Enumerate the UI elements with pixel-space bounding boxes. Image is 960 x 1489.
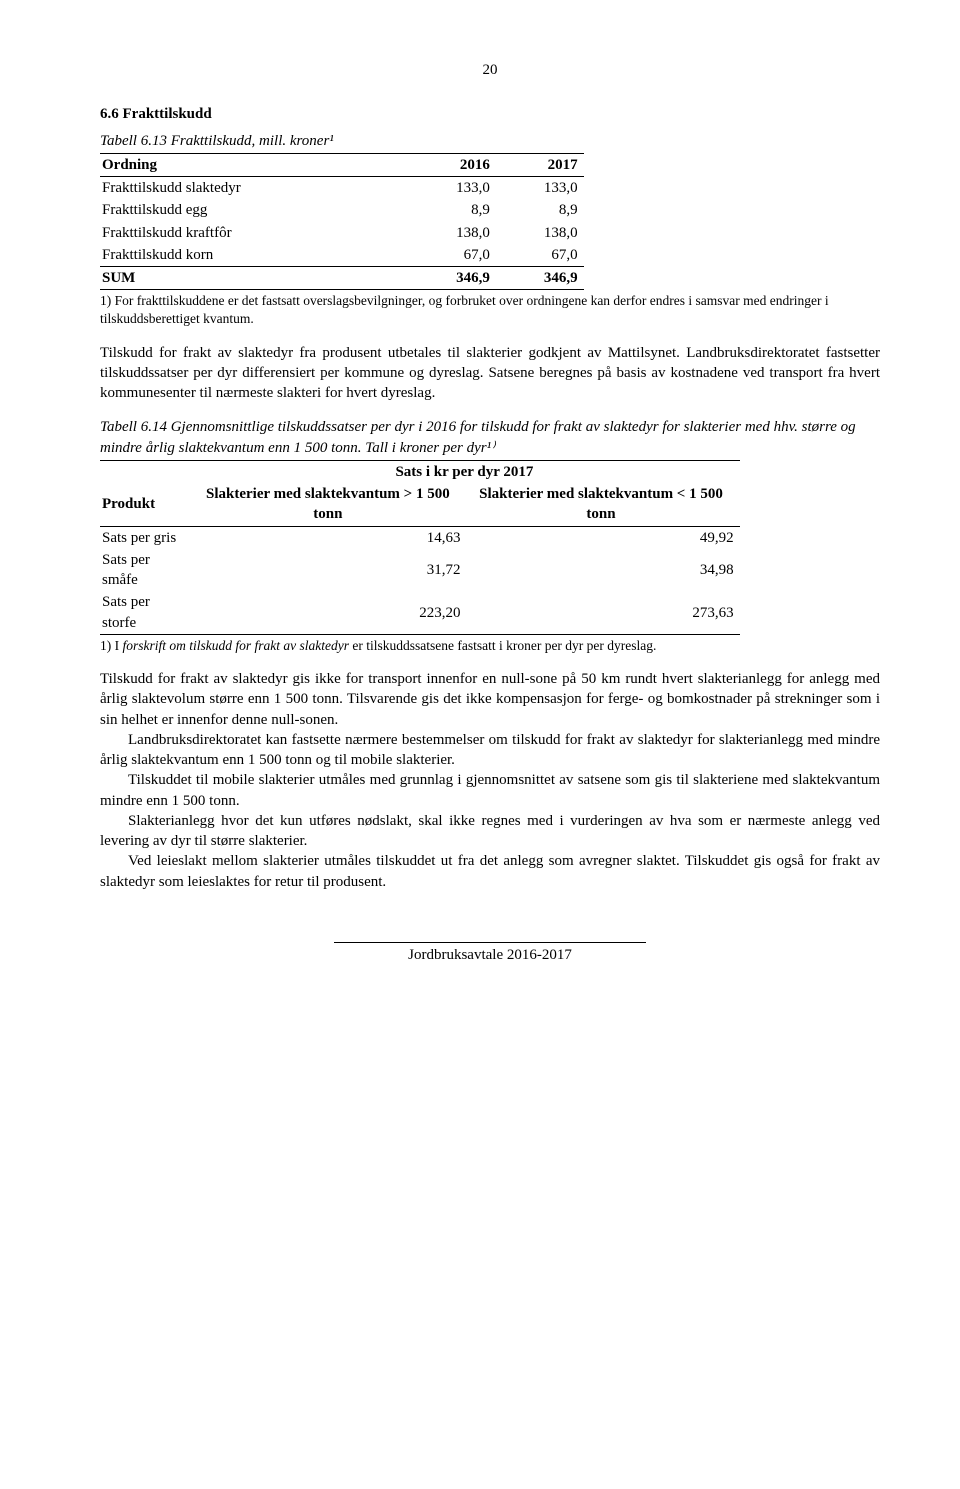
table-row: Sats per småfe 31,72 34,98 <box>100 549 740 592</box>
cell-label: SUM <box>100 267 408 290</box>
paragraph-6: Ved leieslakt mellom slakterier utmåles … <box>100 851 880 892</box>
cell-label: Frakttilskudd korn <box>100 244 408 267</box>
table2: Sats i kr per dyr 2017 Produkt Slakterie… <box>100 460 740 635</box>
table-row: Sats per gris 14,63 49,92 <box>100 526 740 549</box>
cell-value: 346,9 <box>408 267 496 290</box>
table1: Ordning 2016 2017 Frakttilskudd slaktedy… <box>100 153 584 291</box>
table2-empty <box>100 460 193 483</box>
cell-label: Frakttilskudd slaktedyr <box>100 177 408 200</box>
section-heading: 6.6 Frakttilskudd <box>100 104 880 124</box>
cell-value: 346,9 <box>496 267 584 290</box>
cell-label: Sats per gris <box>100 526 193 549</box>
cell-value: 138,0 <box>496 222 584 244</box>
table-row: Frakttilskudd egg 8,9 8,9 <box>100 199 584 221</box>
cell-value: 138,0 <box>408 222 496 244</box>
cell-label: Sats per storfe <box>100 591 193 634</box>
cell-value: 49,92 <box>466 526 739 549</box>
paragraph-3: Landbruksdirektoratet kan fastsette nærm… <box>100 730 880 771</box>
cell-value: 8,9 <box>408 199 496 221</box>
table-row: Frakttilskudd slaktedyr 133,0 133,0 <box>100 177 584 200</box>
cell-value: 34,98 <box>466 549 739 592</box>
table1-col-2016: 2016 <box>408 153 496 176</box>
table2-caption: Tabell 6.14 Gjennomsnittlige tilskuddssa… <box>100 417 880 458</box>
table2-header-top: Sats i kr per dyr 2017 <box>193 460 739 483</box>
cell-value: 133,0 <box>496 177 584 200</box>
cell-value: 223,20 <box>193 591 466 634</box>
table1-caption: Tabell 6.13 Frakttilskudd, mill. kroner¹ <box>100 131 880 151</box>
cell-value: 31,72 <box>193 549 466 592</box>
cell-value: 8,9 <box>496 199 584 221</box>
table2-footnote: 1) I forskrift om tilskudd for frakt av … <box>100 637 880 655</box>
paragraph-1: Tilskudd for frakt av slaktedyr fra prod… <box>100 343 880 404</box>
cell-value: 67,0 <box>496 244 584 267</box>
paragraph-2: Tilskudd for frakt av slaktedyr gis ikke… <box>100 669 880 730</box>
footnote-suffix: er tilskuddssatsene fastsatt i kroner pe… <box>349 638 656 653</box>
cell-value: 133,0 <box>408 177 496 200</box>
footnote-italic: forskrift om tilskudd for frakt av slakt… <box>123 638 349 653</box>
paragraph-5: Slakterianlegg hvor det kun utføres nøds… <box>100 811 880 852</box>
table1-sum-row: SUM 346,9 346,9 <box>100 267 584 290</box>
cell-value: 14,63 <box>193 526 466 549</box>
table1-col-ordning: Ordning <box>100 153 408 176</box>
table2-col-product: Produkt <box>100 483 193 526</box>
cell-label: Frakttilskudd egg <box>100 199 408 221</box>
table2-col-gt: Slakterier med slaktekvantum > 1 500 ton… <box>193 483 466 526</box>
table-row: Frakttilskudd korn 67,0 67,0 <box>100 244 584 267</box>
cell-label: Sats per småfe <box>100 549 193 592</box>
table1-col-2017: 2017 <box>496 153 584 176</box>
cell-value: 67,0 <box>408 244 496 267</box>
page-number: 20 <box>100 60 880 80</box>
paragraph-4: Tilskuddet til mobile slakterier utmåles… <box>100 770 880 811</box>
cell-label: Frakttilskudd kraftfôr <box>100 222 408 244</box>
footer: Jordbruksavtale 2016-2017 <box>334 942 646 965</box>
table2-col-lt: Slakterier med slaktekvantum < 1 500 ton… <box>466 483 739 526</box>
table-row: Frakttilskudd kraftfôr 138,0 138,0 <box>100 222 584 244</box>
table-row: Sats per storfe 223,20 273,63 <box>100 591 740 634</box>
cell-value: 273,63 <box>466 591 739 634</box>
table1-footnote: 1) For frakttilskuddene er det fastsatt … <box>100 292 880 328</box>
footnote-prefix: 1) I <box>100 638 123 653</box>
